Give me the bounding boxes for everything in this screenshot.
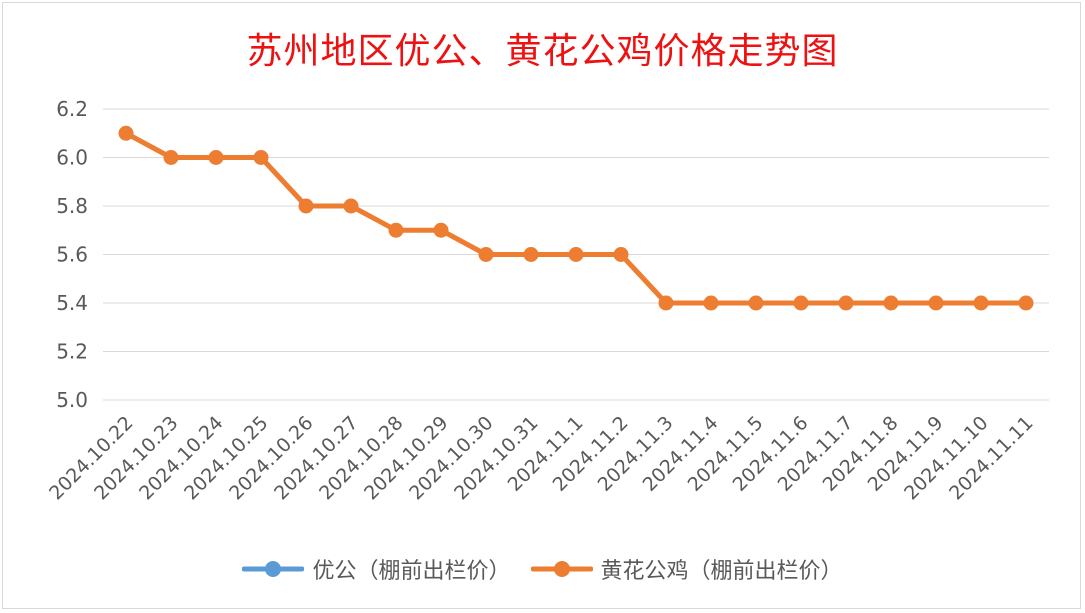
data-point[interactable]: [1018, 295, 1034, 311]
legend-item-youggong[interactable]: 优公（棚前出栏价）: [242, 553, 511, 585]
legend: 优公（棚前出栏价） 黄花公鸡（棚前出栏价）: [0, 553, 1085, 585]
series-layer: [118, 125, 1034, 311]
data-point[interactable]: [703, 295, 719, 311]
data-point[interactable]: [388, 222, 404, 238]
y-tick-label: 6.2: [56, 97, 88, 121]
data-point[interactable]: [253, 150, 269, 165]
data-point[interactable]: [298, 198, 314, 214]
y-tick-label: 5.4: [56, 291, 88, 315]
y-tick-label: 6.0: [56, 146, 88, 170]
data-point[interactable]: [793, 295, 809, 311]
legend-swatch-blue: [242, 561, 305, 577]
chart-title: 苏州地区优公、黄花公鸡价格走势图: [246, 31, 839, 72]
data-point[interactable]: [433, 222, 449, 238]
y-tick-label: 5.8: [56, 194, 88, 218]
y-tick-label: 5.6: [56, 243, 88, 267]
data-point[interactable]: [883, 295, 899, 311]
data-point[interactable]: [658, 295, 674, 311]
data-point[interactable]: [343, 198, 359, 214]
legend-label-huanghua: 黄花公鸡（棚前出栏价）: [600, 559, 843, 584]
data-point[interactable]: [973, 295, 989, 311]
data-point[interactable]: [838, 295, 854, 311]
x-tick-labels: 2024.10.222024.10.232024.10.242024.10.25…: [45, 412, 1037, 504]
y-tick-label: 5.0: [56, 388, 88, 412]
data-point[interactable]: [163, 150, 179, 165]
legend-item-huanghua[interactable]: 黄花公鸡（棚前出栏价）: [530, 553, 843, 585]
data-point[interactable]: [478, 247, 494, 262]
data-point[interactable]: [568, 247, 584, 262]
data-point[interactable]: [613, 247, 629, 262]
data-point[interactable]: [208, 150, 224, 165]
legend-swatch-orange: [530, 561, 593, 577]
data-point[interactable]: [523, 247, 539, 262]
legend-label-youggong: 优公（棚前出栏价）: [312, 559, 511, 584]
y-tick-label: 5.2: [56, 340, 88, 364]
data-point[interactable]: [928, 295, 944, 311]
y-tick-labels: 5.0 5.2 5.4 5.6 5.8 6.0 6.2: [56, 97, 88, 412]
data-point[interactable]: [748, 295, 764, 311]
data-point[interactable]: [118, 125, 134, 141]
